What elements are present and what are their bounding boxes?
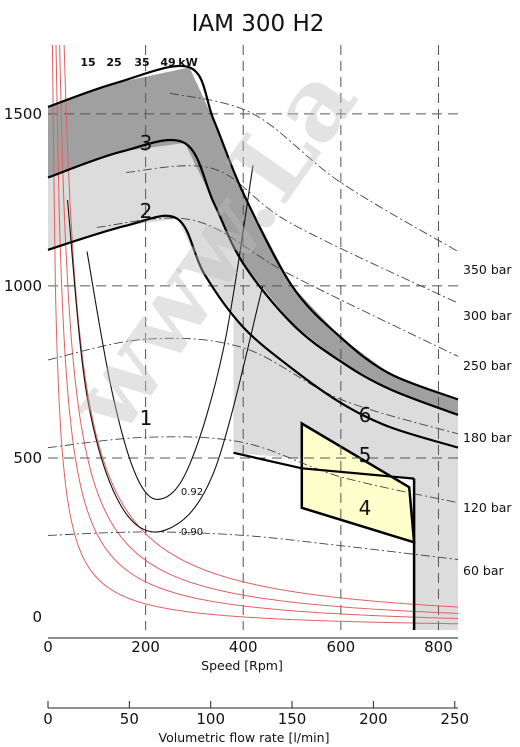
pressure-label-300: 300 bar	[463, 308, 512, 323]
region-3-6-fill	[48, 67, 458, 415]
pressure-label-350: 350 bar	[463, 262, 512, 277]
power-line-35	[59, 44, 459, 614]
pressure-label-120: 120 bar	[463, 500, 512, 515]
region-label-6: 6	[359, 403, 372, 427]
pressure-line-300	[126, 165, 459, 304]
x-tick-label-2: 400	[229, 638, 258, 656]
pressure-line-250	[96, 217, 459, 357]
region-1-boundary	[47, 214, 459, 449]
pressure-line-350	[169, 92, 459, 252]
region-label-3: 3	[140, 131, 153, 155]
region-label-4: 4	[359, 496, 372, 520]
pressure-line-180	[47, 337, 459, 435]
x-tick-label-3: 600	[327, 638, 356, 656]
region-label-2: 2	[140, 199, 153, 223]
secondary-tick-label-5: 250	[440, 710, 469, 728]
secondary-tick-label-3: 150	[278, 710, 307, 728]
y-tick-label-2: 1000	[4, 277, 42, 295]
secondary-tick-label-1: 50	[120, 710, 139, 728]
region-label-5: 5	[359, 443, 372, 467]
y-tick-label-0: 0	[32, 608, 42, 626]
power-line-25	[55, 44, 458, 619]
x-tick-label-0: 0	[43, 638, 53, 656]
x-tick-label-1: 200	[131, 638, 160, 656]
region-5-lower-fill	[233, 318, 458, 630]
power-label-35: 35	[134, 56, 149, 69]
pressure-label-180: 180 bar	[463, 430, 512, 445]
secondary-tick-label-4: 200	[359, 710, 388, 728]
region-2-boundary	[47, 138, 459, 416]
region-label-1: 1	[140, 406, 153, 430]
secondary-tick-label-2: 100	[196, 710, 225, 728]
secondary-x-axis-label: Volumetric flow rate [l/min]	[159, 730, 330, 745]
x-axis-label: Speed [Rpm]	[201, 658, 283, 673]
region-3-boundary	[47, 64, 459, 401]
pressure-label-60: 60 bar	[463, 563, 504, 578]
secondary-tick-label-0: 0	[43, 710, 53, 728]
power-line-49	[63, 44, 459, 608]
efficiency-label-0.92: 0.92	[181, 487, 203, 498]
efficiency-contour-0.90	[66, 199, 264, 533]
y-tick-label-3: 1500	[4, 105, 42, 123]
efficiency-contour-0.92	[86, 165, 254, 500]
pressure-line-120	[47, 436, 459, 504]
power-unit-label: kW	[178, 56, 197, 69]
efficiency-label-0.90: 0.90	[181, 527, 203, 538]
power-label-15: 15	[80, 56, 95, 69]
chart-title: IAM 300 H2	[192, 11, 325, 37]
pressure-line-60	[47, 531, 459, 560]
characteristic-lines	[47, 44, 459, 630]
power-label-49: 49	[160, 56, 175, 69]
pressure-label-250: 250 bar	[463, 358, 512, 373]
power-line-15	[51, 44, 458, 625]
power-label-25: 25	[106, 56, 121, 69]
x-tick-label-4: 800	[424, 638, 453, 656]
region-5-bottom-boundary	[233, 451, 415, 480]
y-tick-label-1: 500	[13, 449, 42, 467]
